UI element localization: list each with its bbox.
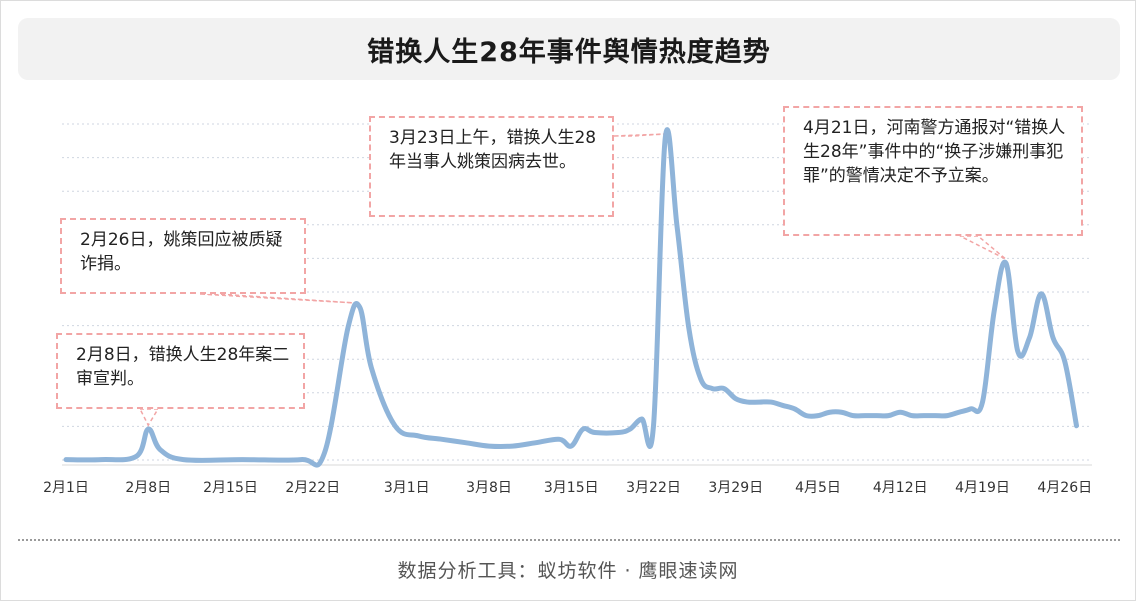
- x-tick-label: 2月15日: [203, 480, 258, 496]
- x-tick-label: 2月1日: [43, 480, 89, 496]
- x-tick-label: 3月15日: [544, 480, 599, 496]
- callout-connector: [138, 408, 160, 427]
- chart-title: 错换人生28年事件舆情热度趋势: [367, 36, 771, 68]
- x-tick-label: 3月22日: [626, 480, 681, 496]
- x-tick-label: 2月22日: [285, 480, 340, 496]
- callout-connector: [199, 293, 360, 305]
- callout-apr21: 4月21日，河南警方通报对“错换人生28年”事件中的“换子涉嫌刑事犯罪”的警情决…: [783, 106, 1083, 236]
- x-tick-label: 4月12日: [873, 480, 928, 496]
- callout-connector: [613, 133, 666, 137]
- x-tick-label: 4月5日: [795, 480, 841, 496]
- x-tick-label: 3月8日: [466, 480, 512, 496]
- series-line: [63, 127, 1079, 468]
- title-bar: 错换人生28年事件舆情热度趋势: [18, 18, 1120, 80]
- callout-feb8: 2月8日，错换人生28年案二审宣判。: [56, 333, 305, 409]
- x-tick-label: 3月29日: [708, 480, 763, 496]
- x-tick-label: 3月1日: [384, 480, 430, 496]
- x-tick-label: 2月8日: [125, 480, 171, 496]
- callout-mar23: 3月23日上午，错换人生28年当事人姚策因病去世。: [369, 116, 614, 217]
- footer-source: 数据分析工具：蚁坊软件 · 鹰眼速读网: [397, 560, 739, 582]
- callout-connector: [959, 235, 1007, 260]
- x-tick-label: 4月26日: [1037, 480, 1092, 496]
- x-tick-label: 4月19日: [955, 480, 1010, 496]
- callout-feb26: 2月26日，姚策回应被质疑诈捐。: [60, 218, 306, 294]
- footer-divider: [18, 539, 1120, 541]
